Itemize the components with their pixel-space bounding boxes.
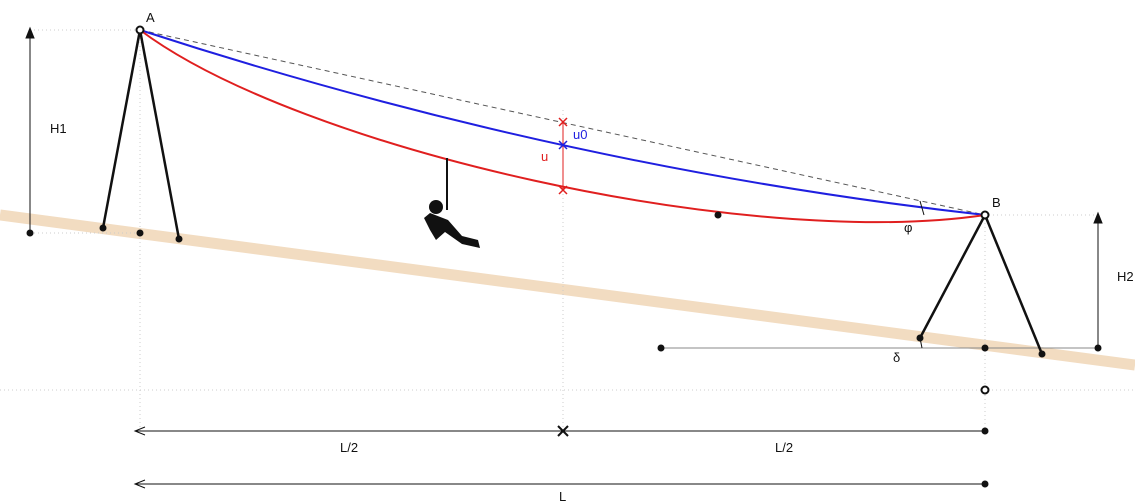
label-b: B	[992, 195, 1001, 210]
label-h2: H2	[1117, 269, 1134, 284]
points	[27, 212, 1102, 488]
ground	[0, 215, 1135, 365]
towers	[103, 30, 1042, 354]
label-u: u	[541, 149, 548, 164]
label-span: L	[559, 489, 566, 502]
label-u0: u0	[573, 127, 587, 142]
climber	[424, 158, 480, 248]
guides	[0, 30, 1135, 431]
dimension-arrows	[26, 28, 1102, 488]
label-phi: φ	[904, 220, 912, 235]
diagram: A B H1 H2 u0 u φ δ L/2 L/2 L	[0, 0, 1135, 502]
sag-marks	[559, 118, 567, 194]
label-a: A	[146, 10, 155, 25]
label-half-left: L/2	[340, 440, 358, 455]
angle-marks	[920, 201, 924, 348]
label-delta: δ	[893, 350, 900, 365]
label-half-right: L/2	[775, 440, 793, 455]
label-h1: H1	[50, 121, 67, 136]
